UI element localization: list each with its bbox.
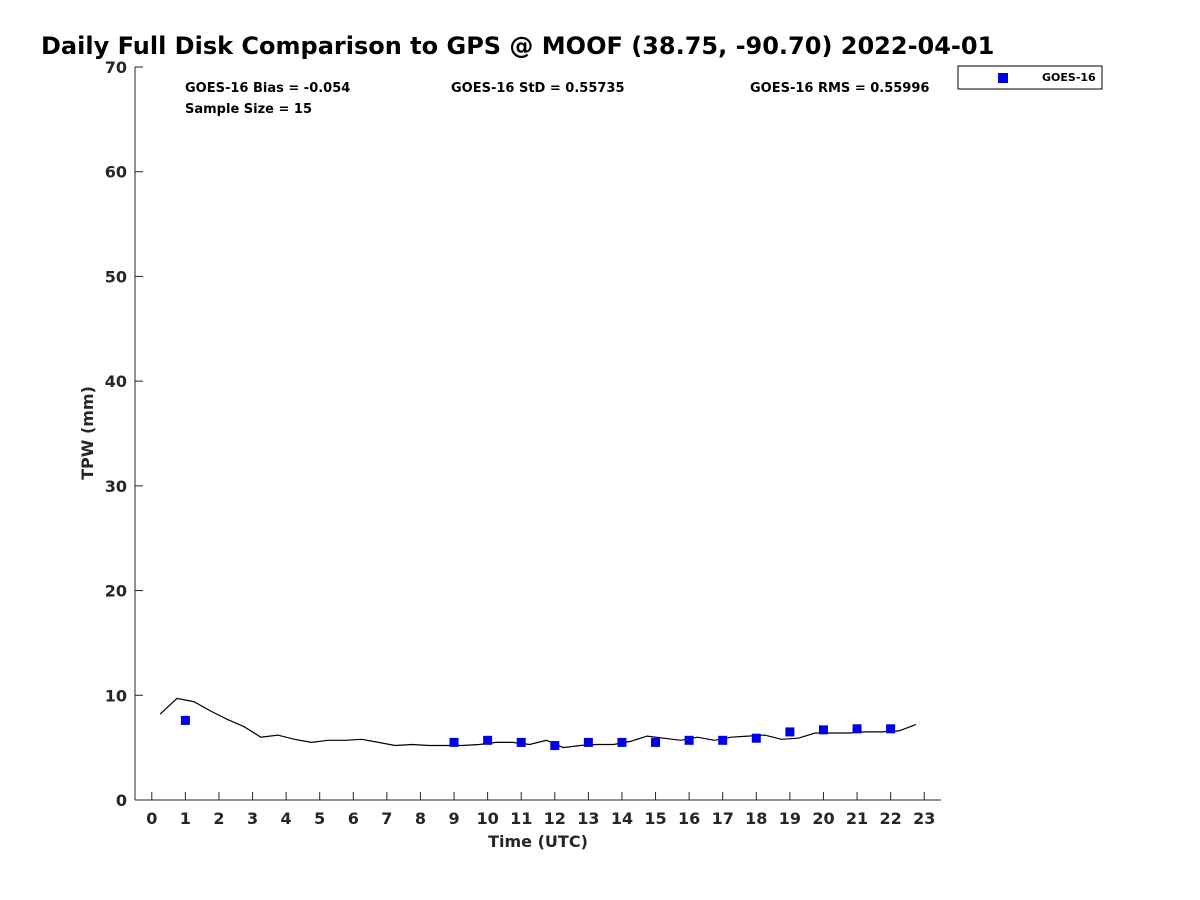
x-tick-label: 22 [879,809,901,828]
x-tick-label: 15 [644,809,666,828]
x-tick-label: 9 [448,809,459,828]
y-tick-label: 60 [105,163,127,182]
x-tick-label: 2 [213,809,224,828]
y-tick-label: 70 [105,58,127,77]
y-tick-label: 30 [105,477,127,496]
std-stat: GOES-16 StD = 0.55735 [451,81,625,96]
x-tick-label: 14 [611,809,633,828]
x-tick-label: 7 [381,809,392,828]
goes-point [886,724,896,734]
x-tick-label: 6 [348,809,359,828]
axes: 0 1 2 3 4 5 6 7 8 9 10 11 12 13 14 15 16 17 18 19 20 21 22 2301… [105,58,941,828]
goes-point [617,737,627,747]
x-tick-label: 16 [678,809,700,828]
y-tick-label: 10 [105,686,127,705]
goes-point [483,735,493,745]
x-tick-label: 3 [247,809,258,828]
x-tick-label: 13 [577,809,599,828]
goes-point [751,733,761,743]
x-tick-label: 10 [476,809,498,828]
bias-stat: GOES-16 Bias = -0.054 [185,81,350,96]
x-tick-label: 4 [281,809,292,828]
goes-point [180,715,190,725]
x-tick-label: 19 [779,809,801,828]
goes-point [684,735,694,745]
goes-point [516,737,526,747]
x-axis-label: Time (UTC) [488,832,588,851]
gps-series [159,697,917,749]
chart-title: Daily Full Disk Comparison to GPS @ MOOF… [41,32,994,60]
goes-point [449,737,459,747]
x-tick-label: 21 [846,809,868,828]
y-tick-label: 50 [105,267,127,286]
gps-line [159,697,917,749]
legend-marker [998,73,1008,83]
x-tick-label: 20 [812,809,834,828]
goes-point [785,727,795,737]
legend: GOES-16 [957,65,1103,90]
x-tick-label: 11 [510,809,532,828]
sample-size-stat: Sample Size = 15 [185,102,312,117]
x-tick-label: 5 [314,809,325,828]
y-tick-label: 0 [116,791,127,810]
goes-point [852,724,862,734]
goes-series [180,715,896,751]
goes-point [651,737,661,747]
goes-point [550,741,560,751]
y-tick-label: 20 [105,582,127,601]
y-axis-label: TPW (mm) [78,386,97,480]
goes-point [818,725,828,735]
x-tick-label: 1 [180,809,191,828]
goes-point [583,737,593,747]
x-tick-label: 18 [745,809,767,828]
x-tick-label: 12 [544,809,566,828]
goes-point [718,735,728,745]
legend-label: GOES-16 [1042,71,1096,84]
x-tick-label: 17 [712,809,734,828]
legend-box [957,65,1103,90]
x-tick-label: 0 [146,809,157,828]
y-tick-label: 40 [105,372,127,391]
x-tick-label: 23 [913,809,935,828]
rms-stat: GOES-16 RMS = 0.55996 [750,81,929,96]
x-tick-label: 8 [415,809,426,828]
